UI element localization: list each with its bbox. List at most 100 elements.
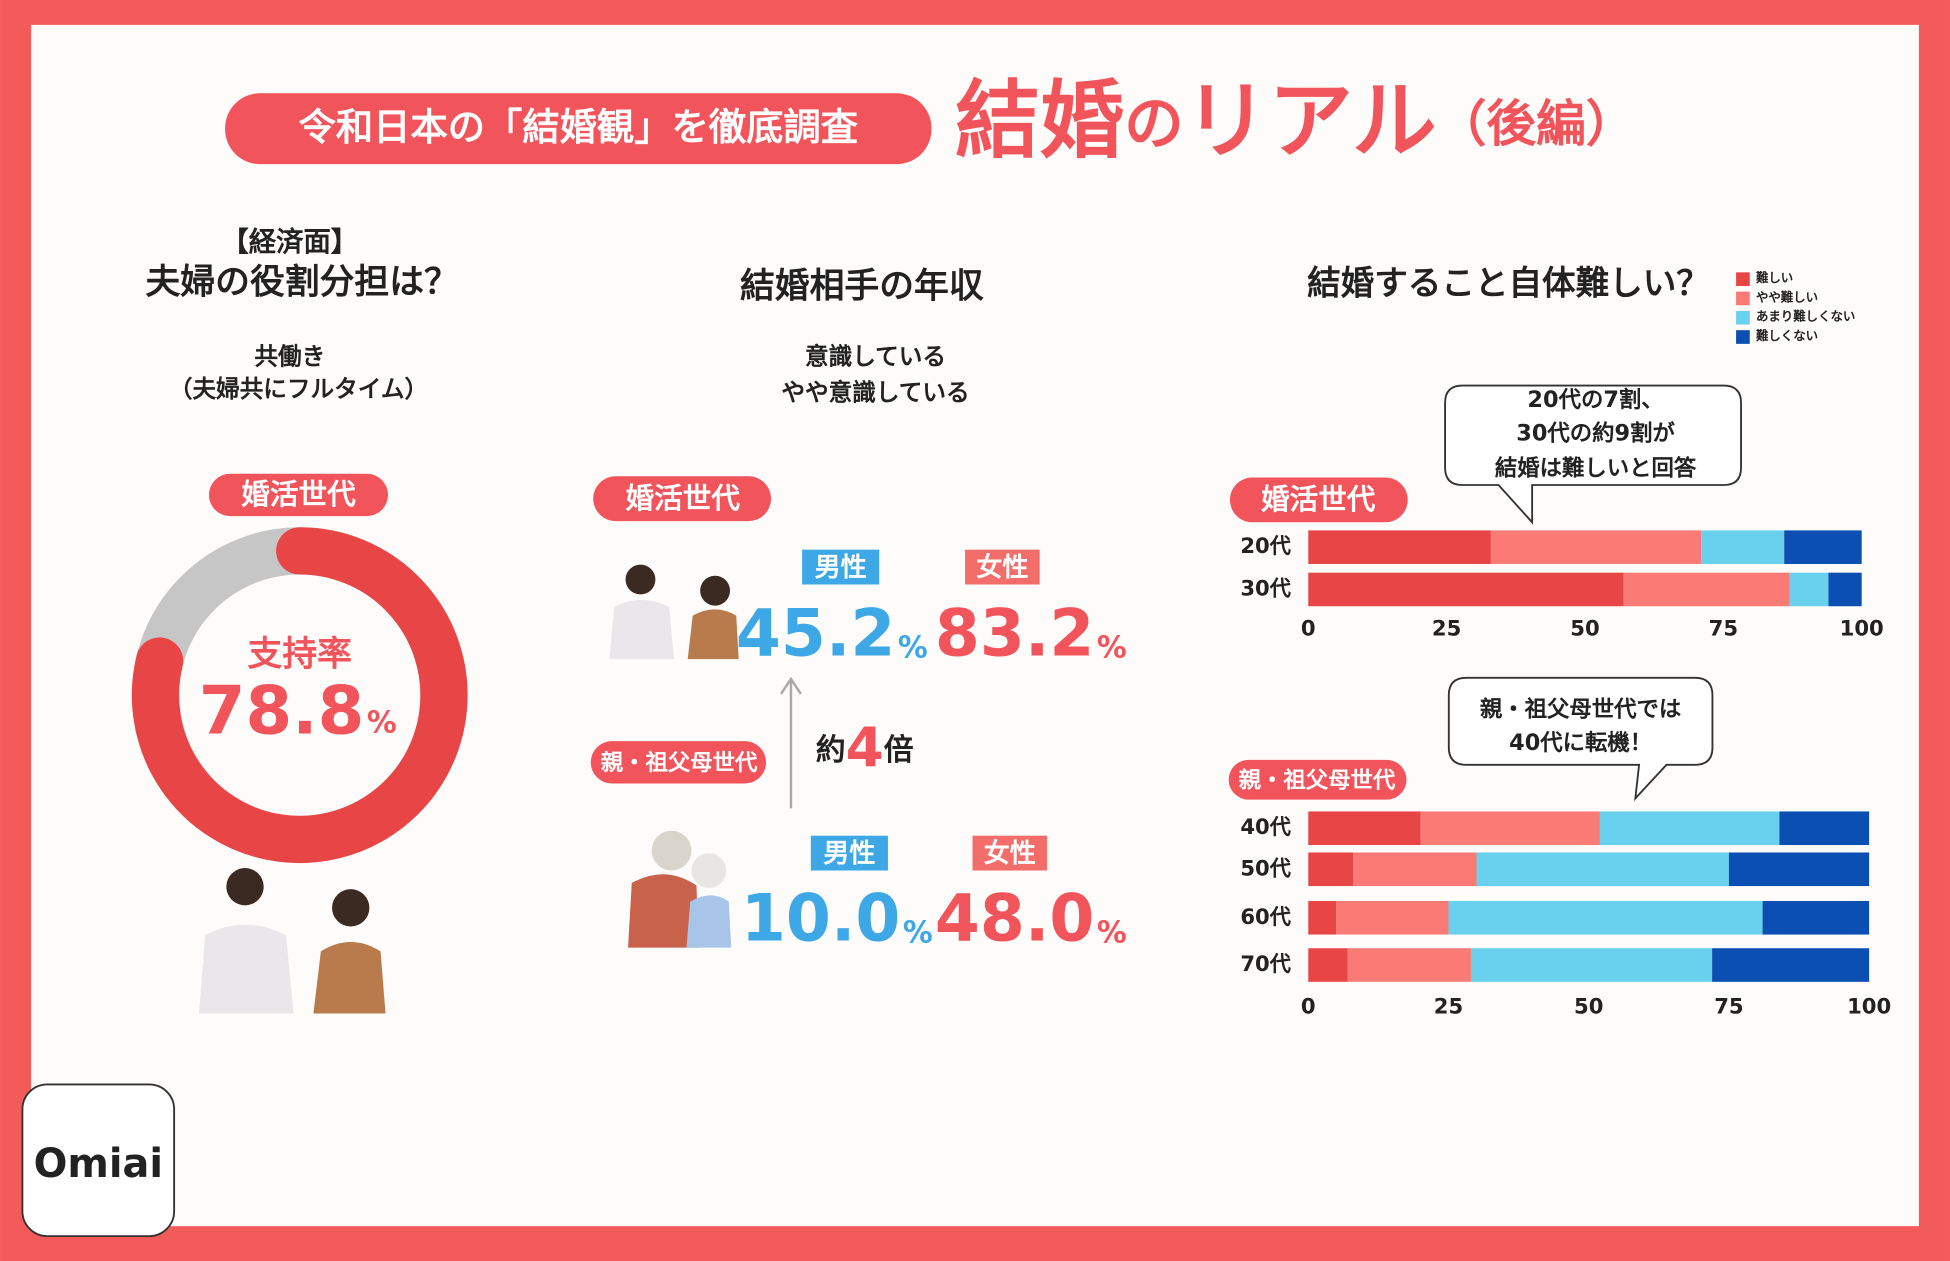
header-badge: 令和日本の「結婚観」を徹底調査 (299, 105, 859, 149)
ratio-part: 約 (816, 733, 846, 768)
bar-segment (1308, 530, 1491, 564)
elder-illustration (628, 830, 732, 948)
x-tick-label: 75 (1714, 993, 1743, 1018)
bar-segment (1470, 948, 1713, 982)
option-line: やや意識している (781, 379, 969, 407)
x-tick-label: 25 (1434, 993, 1463, 1018)
bar-segment (1784, 530, 1862, 564)
section-title: 結婚すること自体難しい？ (1307, 263, 1710, 302)
category-label: 50代 (1240, 855, 1291, 880)
donut-title: 支持率 (248, 634, 352, 674)
bar-segment (1308, 572, 1624, 607)
title-part: 結婚 (955, 72, 1124, 170)
header-title: 結婚のリアル（後編） (955, 72, 1636, 170)
female-label: 女性 (976, 552, 1028, 583)
x-tick-label: 0 (1301, 993, 1316, 1018)
bar-segment (1623, 572, 1790, 607)
x-tick-label: 25 (1432, 615, 1461, 640)
x-tick-label: 0 (1301, 615, 1316, 640)
label-box (972, 835, 1048, 871)
female-value: 83.2 (935, 597, 1095, 672)
label-box (965, 549, 1040, 585)
legend-label: 難しくない (1756, 328, 1818, 343)
bar-segment (1712, 948, 1870, 982)
unit: % (1097, 631, 1127, 666)
bar-segment (1353, 852, 1477, 887)
legend-swatch (1736, 310, 1750, 325)
callout-line: 20代の7割、 (1527, 386, 1663, 413)
male-label: 男性 (815, 553, 867, 583)
bar-segment (1490, 530, 1702, 564)
bar-segment (1728, 852, 1870, 887)
female-value: 48.0 (935, 881, 1095, 956)
bar-segment (1476, 852, 1729, 887)
badge-text: 婚活世代 (626, 481, 741, 515)
title-part: リアル (1184, 72, 1437, 170)
badge-text: 親・祖父母世代 (1239, 767, 1396, 793)
ratio-text: 約4倍 (816, 715, 914, 779)
bar-segment (1347, 948, 1471, 982)
x-tick-label: 50 (1574, 993, 1603, 1018)
bar-segment (1308, 811, 1421, 846)
bar-segment (1789, 572, 1829, 607)
bar-segment (1336, 900, 1449, 935)
ratio-part: 倍 (884, 733, 914, 768)
header-pill (225, 93, 932, 165)
category-label: 20代 (1240, 533, 1291, 558)
legend-label: あまり難しくない (1756, 309, 1855, 324)
bar-segment (1308, 900, 1337, 935)
legend-swatch (1736, 330, 1750, 344)
badge (1229, 477, 1408, 523)
bar-segment (1308, 948, 1348, 982)
x-tick-label: 100 (1847, 993, 1891, 1018)
label-box (802, 549, 880, 585)
female-label: 女性 (984, 838, 1036, 869)
callout-line: 40代に転機！ (1509, 730, 1652, 756)
label-box (810, 835, 888, 871)
legend-swatch (1736, 291, 1750, 306)
bar-segment (1828, 572, 1862, 607)
category-label: 30代 (1240, 575, 1291, 600)
x-tick-label: 75 (1709, 615, 1738, 640)
callout-line: 親・祖父母世代では (1480, 697, 1681, 723)
badge-text: 親・祖父母世代 (601, 750, 758, 776)
unit: % (1097, 915, 1127, 950)
canvas (31, 24, 1919, 1227)
callout-line: 結婚は難しいと回答 (1495, 454, 1697, 481)
badge-text: 婚活世代 (1261, 482, 1376, 516)
badge (1228, 759, 1407, 800)
male-value: 10.0 (741, 881, 901, 956)
badge (593, 476, 772, 522)
category-label: 60代 (1240, 904, 1291, 929)
legend-label: 難しい (1756, 270, 1793, 285)
badge (590, 741, 767, 784)
category-label: 70代 (1240, 951, 1291, 976)
legend-swatch (1736, 272, 1750, 287)
kicker: 【経済面】 (221, 226, 358, 258)
section-title: 夫婦の役割分担は？ (146, 263, 459, 303)
male-label: 男性 (823, 839, 875, 869)
unit: % (898, 631, 928, 666)
bar-segment (1448, 900, 1763, 935)
couple-illustration (199, 868, 386, 1014)
section-title: 結婚相手の年収 (740, 266, 984, 306)
logo: Omiai (34, 1141, 163, 1187)
callout (1444, 384, 1742, 525)
badge-text: 婚活世代 (241, 477, 356, 511)
couple-illustration (609, 564, 739, 660)
bar-segment (1420, 811, 1600, 846)
donut-segment (131, 527, 468, 864)
x-tick-label: 100 (1840, 615, 1884, 640)
bar-segment (1599, 811, 1780, 846)
option-line: 意識している (805, 343, 946, 371)
bar-segment (1308, 852, 1354, 887)
logo-box (21, 1083, 176, 1238)
x-tick-label: 50 (1570, 615, 1599, 640)
callout-line: 30代の約9割が (1516, 420, 1675, 447)
option-line: 共働き (254, 343, 325, 371)
unit: % (903, 915, 933, 950)
badge (208, 473, 389, 517)
legend-label: やや難しい (1756, 289, 1818, 304)
option-line: （夫婦共にフルタイム） (169, 375, 428, 403)
title-part: （後編） (1437, 94, 1636, 152)
